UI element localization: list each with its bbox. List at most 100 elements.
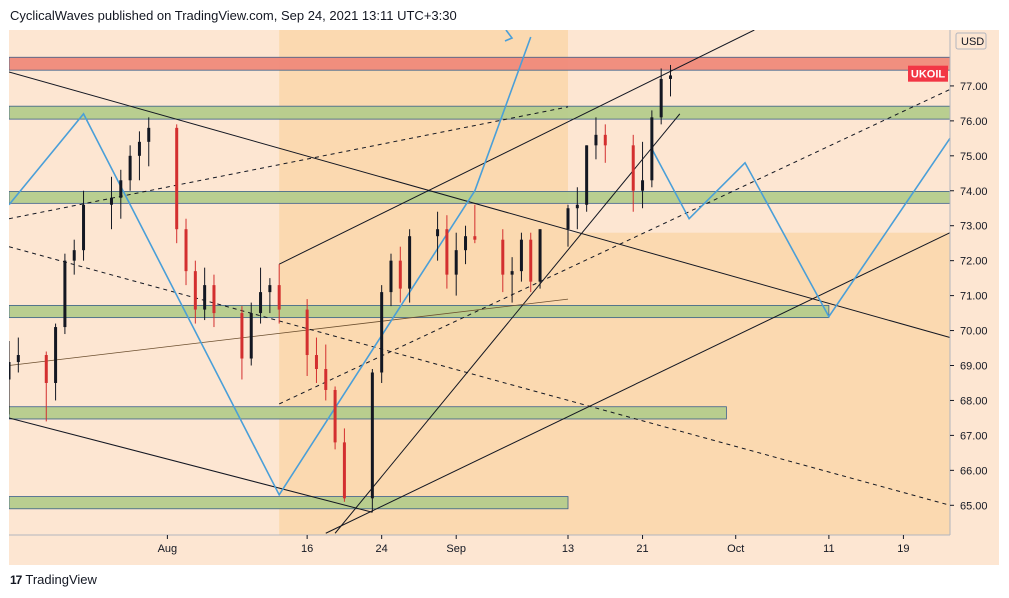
support-zone-green [8,191,951,204]
candle-body [566,208,570,230]
candle-body [72,250,76,261]
candle-body [445,229,449,275]
price-tick-label: 73.00 [960,221,988,233]
time-tick-label: 19 [897,543,909,555]
trendline [8,417,373,513]
price-tick-label: 75.00 [960,151,988,163]
wave-projection-future [651,137,951,319]
price-tick-label: 76.00 [960,116,988,128]
candle-body [44,355,48,383]
candle-body [538,229,542,282]
time-tick-label: Aug [158,543,178,555]
candle-body [594,134,598,146]
candle-body [659,78,663,118]
candle-body [109,197,113,205]
candle-body [510,271,514,275]
time-tick-label: 24 [376,543,388,555]
price-chart[interactable]: 65.00 66.00 67.00 68.00 69.00 70.00 71.00 72.00… [7,29,999,565]
candle-body [575,204,579,209]
publication-header: CyclicalWaves published on TradingView.c… [10,8,457,23]
time-tick-label: 16 [301,543,313,555]
wave-arrow-icon [504,29,514,42]
price-tick-label: 72.00 [960,256,988,268]
dashed-trendline [8,246,951,506]
candle-body [650,117,654,181]
candle-body [389,260,393,293]
candle-body [193,271,197,310]
candle-body [240,313,244,359]
trendline [278,29,755,265]
candle-body [501,239,505,275]
wave-projection-past [8,36,532,497]
candle-body [147,127,151,142]
axis-layer: 65.00 66.00 67.00 68.00 69.00 70.00 71.00 72.00… [9,30,988,555]
trendline [325,232,951,534]
tradingview-brand: TradingView [25,572,97,587]
candle-body [333,389,337,443]
candle-body [268,285,272,293]
candle-body [585,145,589,205]
candle-body [370,372,374,499]
candle-body [398,260,402,289]
chart-svg[interactable]: 65.00 66.00 67.00 68.00 69.00 70.00 71.00 72.00… [7,29,999,565]
price-tick-label: 74.00 [960,186,988,198]
candle-body [603,134,607,146]
support-zone-green [8,496,569,510]
tradingview-logo-icon: 17 [10,572,22,587]
dashed-trendline [278,88,951,405]
candle-body [668,75,672,79]
candle-body [119,180,123,198]
candle-body [519,239,523,272]
candle-body [249,313,253,359]
time-tick-label: 13 [562,543,574,555]
candle-body [380,292,384,373]
highlight-range-background [279,30,569,535]
candle-body [212,285,216,314]
tradingview-footer[interactable]: 17 TradingView [10,572,97,587]
price-tick-label: 65.00 [960,500,988,512]
candle-body [305,309,309,356]
symbol-badge [908,65,948,82]
candle-body [137,141,141,156]
trendline [8,298,569,366]
time-tick-label: Oct [727,543,744,555]
candle-body [631,145,635,191]
candle-body [436,229,440,237]
symbol-badge-label: UKOIL [911,69,946,81]
price-tick-label: 66.00 [960,465,988,477]
currency-box [955,32,987,50]
candle-body [203,285,207,310]
price-tick-label: 70.00 [960,326,988,338]
candle-body [473,236,477,240]
candles-layer [7,64,672,513]
trendline [334,113,681,534]
price-tick-label: 67.00 [960,430,988,442]
candle-body [314,355,318,369]
candle-body [259,292,263,314]
dashed-trendline [8,106,569,220]
candle-body [342,442,346,499]
candle-body [7,362,11,380]
candle-body [277,285,281,310]
trendline [8,71,951,339]
candle-body [529,239,533,282]
resistance-zone-green [8,105,951,120]
support-zone-green [8,304,830,319]
candle-body [464,236,468,251]
highlight-range-background [568,232,950,535]
time-tick-label: Sep [446,543,466,555]
candle-body [408,236,412,289]
candle-body [175,127,179,230]
price-tick-label: 68.00 [960,395,988,407]
candle-body [184,229,188,272]
candle-body [63,260,67,328]
price-tick-label: 69.00 [960,361,988,373]
currency-label: USD [961,36,984,48]
candle-body [324,368,328,390]
candle-body [641,180,645,191]
candle-body [82,204,86,251]
resistance-zone-red [8,56,951,71]
wave-projection-layer [8,29,951,497]
candle-body [16,355,20,363]
candle-body [454,250,458,275]
